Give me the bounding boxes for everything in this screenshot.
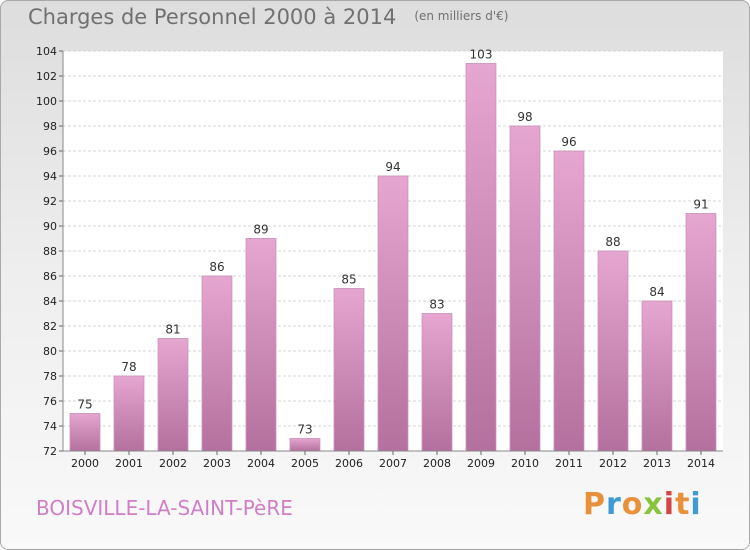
y-tick-label: 82 bbox=[43, 320, 57, 333]
proxiti-logo: Proxiti bbox=[583, 487, 702, 522]
data-label: 78 bbox=[121, 360, 136, 374]
title-text: Charges de Personnel 2000 à 2014 bbox=[28, 5, 397, 29]
y-tick-label: 88 bbox=[43, 245, 57, 258]
data-label: 89 bbox=[253, 223, 268, 237]
x-tick-label: 2010 bbox=[511, 457, 539, 470]
bar bbox=[201, 275, 233, 452]
data-label: 94 bbox=[385, 160, 400, 174]
y-tick-label: 72 bbox=[43, 445, 57, 458]
y-tick-label: 92 bbox=[43, 195, 57, 208]
data-label: 81 bbox=[165, 323, 180, 337]
data-label: 83 bbox=[429, 298, 444, 312]
logo-letter: o bbox=[621, 487, 644, 522]
bar bbox=[157, 338, 189, 452]
bar bbox=[377, 175, 409, 452]
data-label: 75 bbox=[77, 398, 92, 412]
data-label: 98 bbox=[517, 110, 532, 124]
chart-title: Charges de Personnel 2000 à 2014 (en mill… bbox=[28, 5, 508, 29]
x-tick-label: 2013 bbox=[643, 457, 671, 470]
y-tick-label: 104 bbox=[36, 45, 57, 58]
bar bbox=[509, 125, 541, 452]
town-name: BOISVILLE-LA-SAINT-PèRE bbox=[36, 496, 293, 520]
y-tick-label: 86 bbox=[43, 270, 57, 283]
bar bbox=[597, 250, 629, 452]
y-tick-label: 94 bbox=[43, 170, 57, 183]
y-tick-label: 100 bbox=[36, 95, 57, 108]
logo-letter: i bbox=[663, 487, 676, 522]
y-tick-label: 102 bbox=[36, 70, 57, 83]
y-tick-label: 84 bbox=[43, 295, 57, 308]
data-label: 84 bbox=[649, 285, 664, 299]
subtitle-text: (en milliers d'€) bbox=[414, 9, 509, 23]
x-tick-label: 2011 bbox=[555, 457, 583, 470]
axes: 72 74 76 78 80 82 84 86 88 90 92 94 96 98 100 102 104 200… bbox=[36, 45, 723, 470]
y-tick-label: 78 bbox=[43, 370, 57, 383]
data-label: 96 bbox=[561, 135, 576, 149]
y-tick-label: 76 bbox=[43, 395, 57, 408]
x-tick-label: 2000 bbox=[71, 457, 99, 470]
data-label: 103 bbox=[470, 48, 493, 62]
bar bbox=[245, 238, 277, 452]
x-tick-label: 2004 bbox=[247, 457, 275, 470]
y-tick-label: 98 bbox=[43, 120, 57, 133]
bar bbox=[685, 213, 717, 452]
logo-letter: t bbox=[675, 487, 691, 522]
logo-letter: i bbox=[690, 487, 702, 522]
x-tick-label: 2009 bbox=[467, 457, 495, 470]
x-tick-label: 2007 bbox=[379, 457, 407, 470]
bar bbox=[113, 375, 145, 452]
logo-letter: x bbox=[643, 487, 664, 522]
y-tick-label: 74 bbox=[43, 420, 57, 433]
x-tick-label: 2005 bbox=[291, 457, 319, 470]
x-tick-label: 2008 bbox=[423, 457, 451, 470]
logo-letter: r bbox=[606, 487, 622, 522]
x-tick-label: 2014 bbox=[687, 457, 715, 470]
data-label: 88 bbox=[605, 235, 620, 249]
x-tick-label: 2001 bbox=[115, 457, 143, 470]
x-tick-label: 2002 bbox=[159, 457, 187, 470]
data-label: 85 bbox=[341, 273, 356, 287]
bar bbox=[641, 300, 673, 452]
bar bbox=[421, 313, 453, 452]
x-tick-label: 2003 bbox=[203, 457, 231, 470]
bar bbox=[553, 150, 585, 452]
y-tick-label: 96 bbox=[43, 145, 57, 158]
data-label: 86 bbox=[209, 260, 224, 274]
data-label: 91 bbox=[693, 198, 708, 212]
bar bbox=[289, 438, 321, 452]
x-tick-label: 2012 bbox=[599, 457, 627, 470]
bar bbox=[333, 288, 365, 452]
y-tick-label: 80 bbox=[43, 345, 57, 358]
bar bbox=[69, 413, 101, 452]
bar bbox=[465, 63, 497, 452]
data-label: 73 bbox=[297, 423, 312, 437]
y-tick-label: 90 bbox=[43, 220, 57, 233]
bars: 75 78 81 86 89 73 85 94 83 103 98 96 88 84 91 bbox=[69, 48, 717, 452]
logo-letter: P bbox=[583, 487, 606, 522]
x-tick-label: 2006 bbox=[335, 457, 363, 470]
